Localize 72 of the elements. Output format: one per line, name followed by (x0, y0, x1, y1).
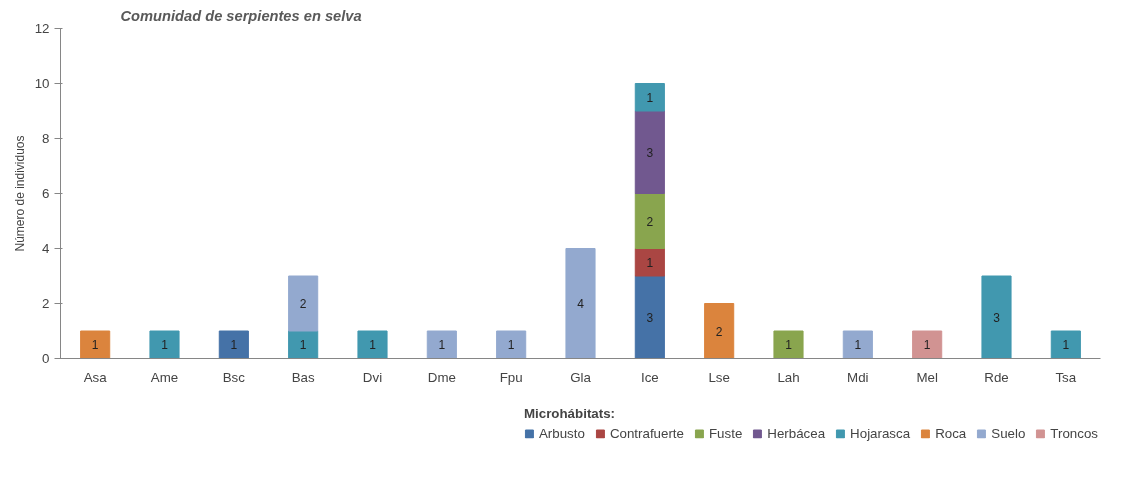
bar (1050, 330, 1081, 359)
legend-label: Suelo (991, 425, 1026, 441)
x-tick-label: Asa (83, 369, 108, 385)
x-tick-label: Tsa (1055, 369, 1077, 385)
x-tick-label: Mdi (847, 369, 869, 385)
x-tick-label: Gla (570, 369, 592, 385)
y-tick-label: 2 (42, 296, 50, 311)
bar (981, 275, 1012, 359)
bar (634, 110, 665, 194)
bar (704, 303, 735, 359)
data-label: 3 (646, 310, 654, 325)
bar (288, 275, 319, 332)
x-tick-label: Ice (640, 369, 659, 385)
bar (842, 330, 873, 359)
bar (218, 330, 249, 359)
x-tick-label: Rde (984, 369, 1009, 385)
data-label: 1 (646, 90, 654, 105)
y-tick-label: 10 (34, 76, 50, 91)
data-label: 1 (646, 255, 654, 270)
bar (149, 330, 180, 359)
bar (565, 248, 596, 359)
x-tick-label: Lah (777, 369, 800, 385)
y-tick-label: 6 (42, 186, 50, 201)
y-tick-label: 12 (34, 21, 50, 36)
data-label: 1 (369, 338, 377, 353)
legend-label: Hojarasca (850, 425, 911, 441)
data-label: 1 (507, 338, 515, 353)
legend-label: Arbusto (538, 425, 585, 441)
y-tick-label: 4 (42, 241, 51, 256)
bar (634, 275, 665, 359)
legend-label: Herbácea (767, 425, 826, 441)
legend-label: Contrafuerte (609, 425, 684, 441)
data-label: 2 (299, 297, 307, 311)
bar (634, 83, 665, 112)
data-label: 3 (646, 145, 654, 160)
data-label: 4 (577, 297, 585, 311)
x-tick-label: Ame (150, 369, 179, 385)
chart-title: Comunidad de serpientes en selva (120, 7, 362, 24)
data-label: 2 (646, 214, 654, 229)
bar (80, 330, 111, 359)
x-tick-label: Mel (916, 369, 938, 385)
bar (773, 330, 804, 359)
y-tick-label: 8 (42, 131, 50, 146)
x-tick-label: Lse (708, 369, 730, 385)
legend-label: Troncos (1050, 425, 1098, 441)
data-label: 1 (923, 338, 931, 353)
y-axis-title: Número de individuos (12, 135, 27, 252)
legend-label: Fuste (708, 425, 743, 441)
x-tick-label: Bsc (222, 369, 246, 385)
data-label: 3 (993, 310, 1001, 325)
bar (357, 330, 388, 359)
data-label: 1 (438, 338, 446, 353)
data-label: 1 (91, 338, 99, 353)
x-tick-label: Fpu (499, 369, 523, 385)
x-tick-label: Bas (291, 369, 315, 385)
bar (634, 193, 665, 249)
y-tick-label: 0 (42, 351, 50, 366)
x-tick-label: Dvi (362, 369, 383, 385)
data-label: 1 (854, 338, 862, 353)
bar (634, 248, 665, 277)
data-label: 1 (161, 338, 169, 353)
legend-title: Microhábitats: (523, 405, 617, 421)
x-tick-label: Dme (427, 369, 456, 385)
legend-label: Roca (935, 425, 967, 441)
bar (496, 330, 527, 359)
data-label: 1 (230, 338, 238, 353)
bar (912, 330, 943, 359)
bar (426, 330, 457, 359)
data-label: 1 (785, 338, 793, 353)
data-label: 2 (715, 324, 723, 339)
data-label: 1 (299, 338, 307, 353)
data-label: 1 (1062, 338, 1070, 353)
